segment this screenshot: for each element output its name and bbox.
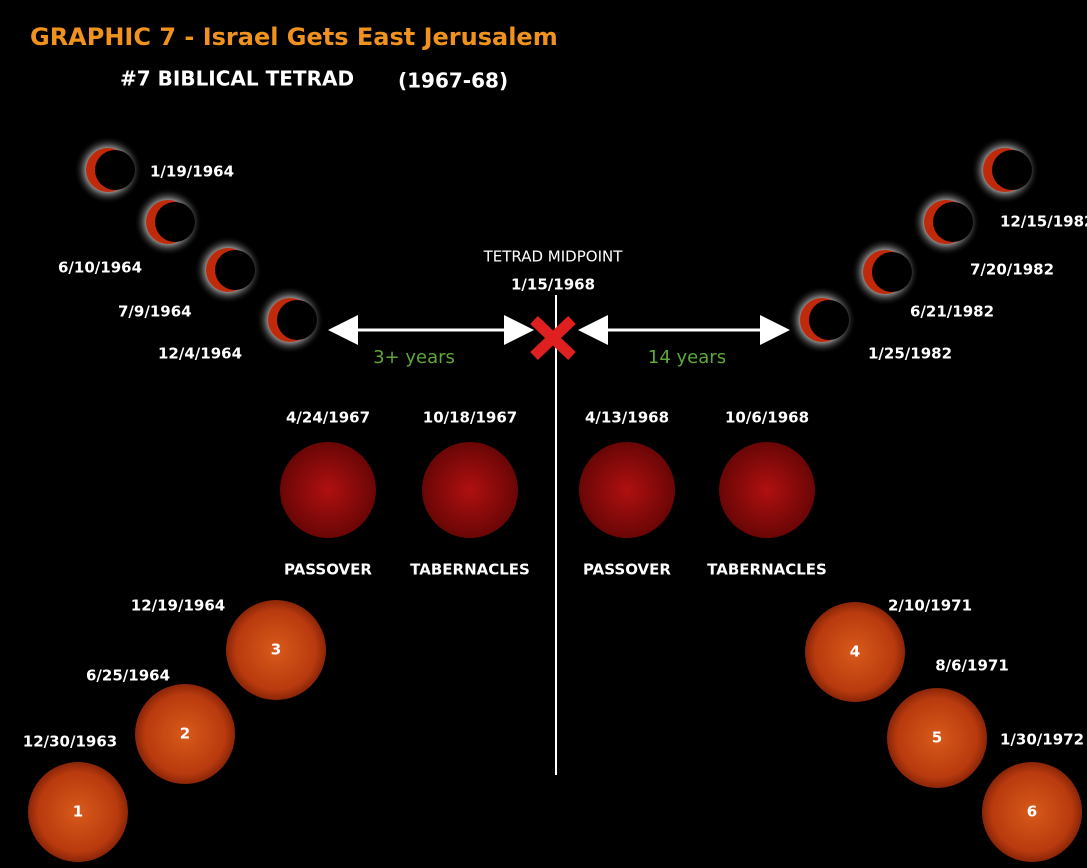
eclipse-number: 1	[73, 803, 83, 821]
feast-label: PASSOVER	[284, 561, 372, 579]
eclipse-date: 12/4/1964	[158, 345, 242, 363]
feast-label: TABERNACLES	[707, 561, 827, 579]
feast-label: PASSOVER	[583, 561, 671, 579]
eclipse-date: 12/19/1964	[131, 597, 225, 615]
eclipse-date: 12/15/1982	[1000, 213, 1087, 231]
interval-right: 14 years	[648, 347, 726, 368]
eclipse-shadow	[95, 150, 135, 190]
eclipse-number: 5	[932, 729, 942, 747]
eclipse-date: 7/9/1964	[118, 303, 192, 321]
eclipse-date: 1/25/1982	[868, 345, 952, 363]
interval-left: 3+ years	[373, 347, 455, 368]
tetrad-date: 10/18/1967	[423, 409, 517, 427]
eclipse-date: 7/20/1982	[970, 261, 1054, 279]
midpoint-label: TETRAD MIDPOINT	[483, 248, 624, 266]
feast-label: TABERNACLES	[410, 561, 530, 579]
eclipse-shadow	[992, 150, 1032, 190]
tetrad-date: 4/13/1968	[585, 409, 669, 427]
subtitle: #7 BIBLICAL TETRAD	[120, 67, 354, 91]
tetrad-date: 10/6/1968	[725, 409, 809, 427]
blood-moon	[579, 442, 675, 538]
eclipse-number: 2	[180, 725, 190, 743]
eclipse-number: 3	[271, 641, 281, 659]
eclipse-shadow	[277, 300, 317, 340]
eclipse-date: 1/30/1972	[1000, 731, 1084, 749]
blood-moon	[719, 442, 815, 538]
subtitle-years: (1967-68)	[398, 69, 508, 93]
eclipse-date: 6/25/1964	[86, 667, 170, 685]
eclipse-shadow	[809, 300, 849, 340]
eclipse-date: 8/6/1971	[935, 657, 1009, 675]
eclipse-date: 12/30/1963	[23, 733, 117, 751]
eclipse-date: 2/10/1971	[888, 597, 972, 615]
title: GRAPHIC 7 - Israel Gets East Jerusalem	[30, 23, 558, 51]
tetrad-date: 4/24/1967	[286, 409, 370, 427]
eclipse-number: 6	[1027, 803, 1037, 821]
blood-moon	[422, 442, 518, 538]
eclipse-shadow	[933, 202, 973, 242]
eclipse-shadow	[215, 250, 255, 290]
blood-moon	[280, 442, 376, 538]
eclipse-shadow	[155, 202, 195, 242]
eclipse-shadow	[872, 252, 912, 292]
eclipse-date: 1/19/1964	[150, 163, 234, 181]
midpoint-date: 1/15/1968	[511, 276, 595, 294]
eclipse-date: 6/21/1982	[910, 303, 994, 321]
diagram: GRAPHIC 7 - Israel Gets East Jerusalem #…	[0, 0, 1087, 868]
eclipse-number: 4	[850, 643, 860, 661]
eclipse-date: 6/10/1964	[58, 259, 142, 277]
